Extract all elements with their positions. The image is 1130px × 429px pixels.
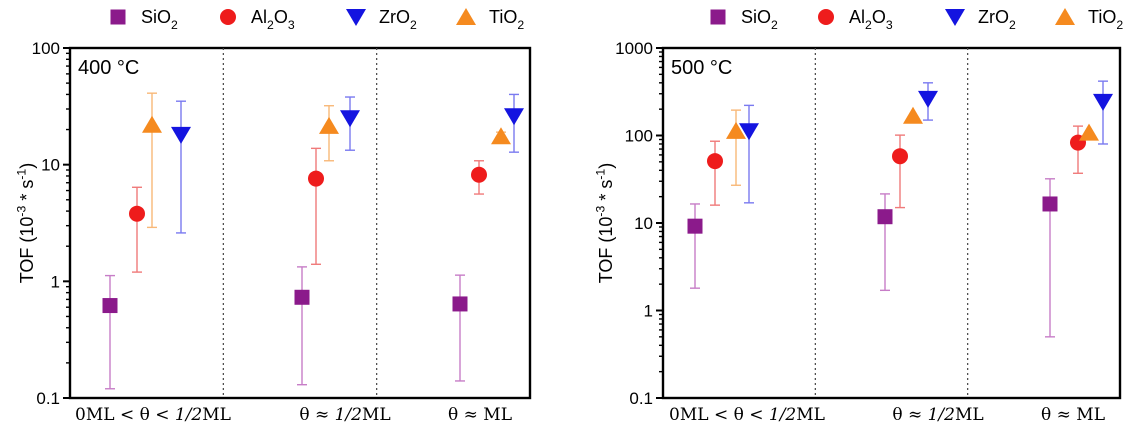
data-point [294,289,310,305]
category-label: θ ≈ ML [448,405,512,425]
data-point [319,116,339,134]
category-label: θ ≈ ML [1041,405,1105,425]
category-label: θ ≈ 1/2ML [892,405,983,425]
data-point [308,170,324,187]
y-tick-label: 0.1 [629,389,653,408]
y-tick-label: 1 [51,272,60,291]
data-point [739,123,759,141]
legend-marker [220,9,236,25]
legend-marker [1055,8,1075,25]
data-point [340,110,360,128]
legend-label: SiO2 [141,7,178,32]
y-tick-label: 0.1 [36,389,60,408]
legend-marker [346,9,366,26]
data-point [491,127,511,145]
plot-frame [68,46,532,400]
legend-label: ZrO2 [379,7,417,32]
chart-panel-1: 0.1 1 10 100 TOF (10-3 * s-1) 0ML < θ < 1/2ML… [14,7,532,425]
category-label: 0ML < θ < 1/2ML [75,405,231,425]
data-point [1042,196,1058,212]
data-point [142,115,162,133]
data-point [504,108,524,126]
data-point [726,121,746,139]
category-label: 0ML < θ < 1/2ML [669,405,825,425]
legend-label: TiO2 [489,7,524,32]
legend-label: ZrO2 [978,7,1016,32]
legend-marker [818,9,834,25]
legend-marker [456,8,476,25]
legend-marker [710,9,726,25]
data-point [918,90,938,108]
chart-panel-2: 0.1 1 10 100 1000 TOF (10-3 * s-1) 0ML < θ < 1… [593,7,1123,425]
y-tick-label: 100 [625,127,653,146]
y-axis-label: TOF (10-3 * s-1) [593,163,616,283]
legend-marker [945,9,965,26]
y-axis-label: TOF (10-3 * s-1) [14,163,37,283]
legend-label: SiO2 [741,7,778,32]
data-point [452,296,468,312]
panel-label: 500 °C [671,57,732,79]
data-point [471,166,487,183]
data-point [1079,123,1099,141]
data-point [877,209,893,225]
data-point [129,205,145,222]
y-tick-label: 10 [41,156,60,175]
legend-marker [110,9,126,25]
legend-label: Al2O3 [251,7,295,32]
data-point [707,153,723,170]
data-point [892,148,908,165]
data-point [102,298,118,314]
legend-label: TiO2 [1088,7,1123,32]
panel-label: 400 °C [78,57,139,79]
y-tick-label: 1 [644,302,653,321]
data-point [903,106,923,124]
y-tick-label: 100 [32,39,60,58]
category-label: θ ≈ 1/2ML [299,405,390,425]
data-point [171,126,191,144]
legend-label: Al2O3 [849,7,893,32]
y-tick-label: 1000 [615,39,653,58]
data-point [1093,93,1113,111]
y-tick-label: 10 [634,214,653,233]
data-point [687,218,703,234]
